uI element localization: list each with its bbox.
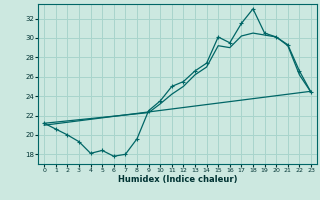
- X-axis label: Humidex (Indice chaleur): Humidex (Indice chaleur): [118, 175, 237, 184]
